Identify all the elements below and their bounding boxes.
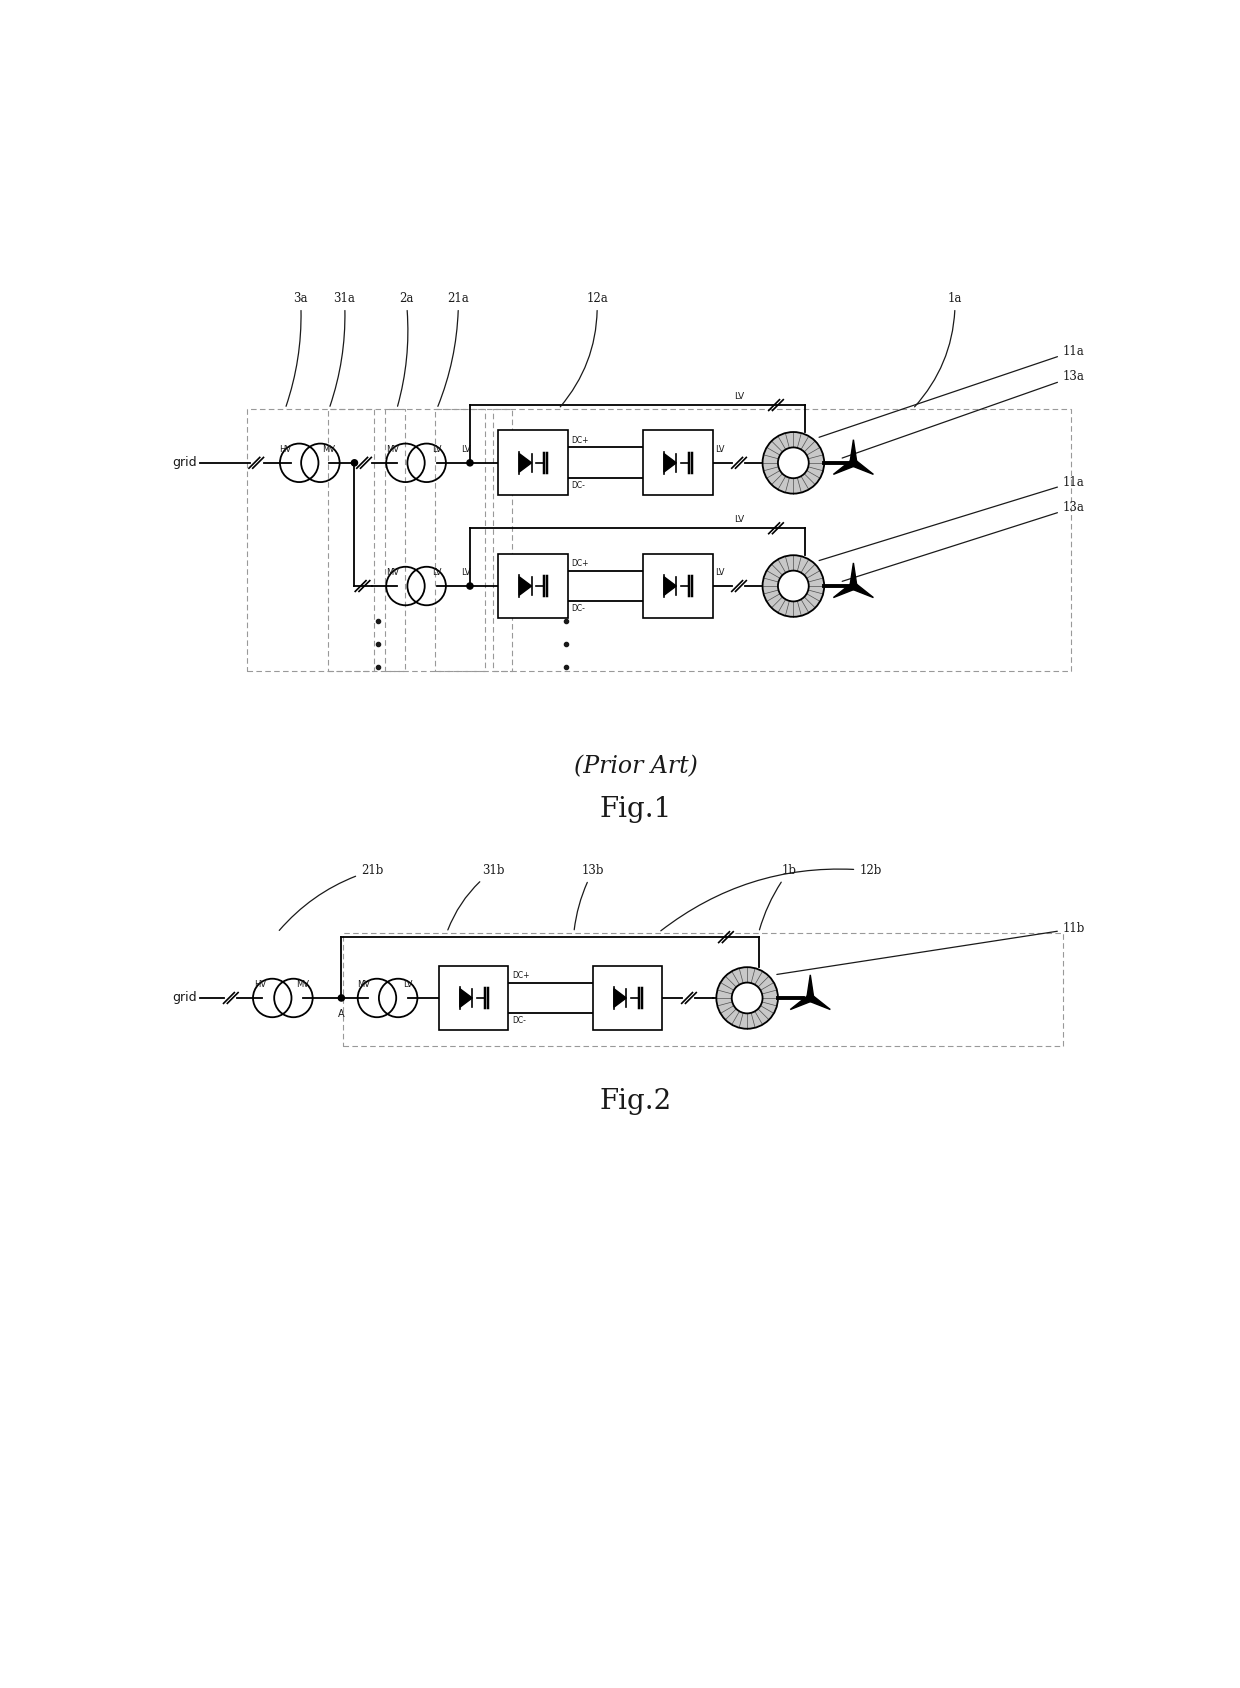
- Text: HV: HV: [279, 444, 291, 454]
- Text: 31a: 31a: [330, 292, 356, 407]
- Circle shape: [777, 447, 808, 478]
- Polygon shape: [460, 989, 472, 1008]
- Circle shape: [807, 994, 813, 1001]
- Circle shape: [339, 994, 345, 1001]
- Text: LV: LV: [734, 515, 744, 525]
- Text: LV: LV: [715, 567, 725, 577]
- Circle shape: [732, 982, 763, 1013]
- Text: 11b: 11b: [776, 922, 1085, 974]
- Circle shape: [763, 555, 825, 616]
- Text: DC+: DC+: [512, 971, 529, 981]
- Text: Fig.1: Fig.1: [599, 795, 672, 822]
- Text: Fig.2: Fig.2: [599, 1089, 672, 1116]
- Text: 12a: 12a: [560, 292, 608, 407]
- Text: 11a: 11a: [820, 344, 1085, 437]
- Polygon shape: [852, 459, 873, 474]
- Polygon shape: [833, 459, 856, 474]
- Text: LV: LV: [734, 392, 744, 402]
- Polygon shape: [807, 976, 813, 998]
- Text: 3a: 3a: [286, 292, 308, 407]
- Circle shape: [763, 432, 825, 493]
- Circle shape: [351, 459, 357, 466]
- Text: LV: LV: [715, 444, 725, 454]
- Bar: [435, 408, 485, 670]
- Text: LV: LV: [403, 979, 413, 989]
- Text: MV: MV: [387, 567, 399, 577]
- Bar: [593, 966, 662, 1030]
- Circle shape: [467, 459, 472, 466]
- Polygon shape: [808, 994, 831, 1009]
- Text: DC-: DC-: [572, 604, 585, 613]
- Circle shape: [717, 967, 777, 1028]
- Circle shape: [777, 571, 808, 601]
- Polygon shape: [614, 989, 626, 1008]
- Bar: [343, 932, 1063, 1045]
- Bar: [644, 554, 713, 618]
- Bar: [498, 554, 568, 618]
- Bar: [498, 430, 568, 495]
- Text: LV: LV: [461, 567, 471, 577]
- Text: 13a: 13a: [842, 370, 1085, 457]
- Text: 12b: 12b: [661, 864, 882, 930]
- Text: MV: MV: [357, 979, 371, 989]
- Polygon shape: [520, 454, 532, 473]
- Polygon shape: [663, 454, 676, 473]
- Text: DC+: DC+: [572, 559, 589, 569]
- Text: 2a: 2a: [398, 292, 413, 407]
- Text: LV: LV: [432, 444, 441, 454]
- Text: 1b: 1b: [759, 864, 797, 930]
- Text: grid: grid: [172, 456, 197, 469]
- Text: DC+: DC+: [572, 436, 589, 446]
- Polygon shape: [790, 994, 812, 1009]
- Polygon shape: [849, 562, 857, 586]
- Text: DC-: DC-: [572, 481, 585, 490]
- Text: 13a: 13a: [842, 501, 1085, 581]
- Bar: [439, 966, 508, 1030]
- Text: 13b: 13b: [574, 864, 604, 930]
- Bar: [386, 408, 512, 670]
- Polygon shape: [520, 577, 532, 596]
- Bar: [644, 430, 713, 495]
- Text: MV: MV: [296, 979, 309, 989]
- Bar: [494, 408, 1070, 670]
- Text: grid: grid: [172, 991, 197, 1004]
- Text: 1a: 1a: [915, 292, 962, 407]
- Text: 21b: 21b: [279, 864, 383, 930]
- Polygon shape: [833, 582, 856, 598]
- Bar: [247, 408, 404, 670]
- Text: 31b: 31b: [448, 864, 505, 930]
- Text: DC-: DC-: [512, 1016, 526, 1025]
- Text: LV: LV: [432, 567, 441, 577]
- Text: 21a: 21a: [438, 292, 469, 407]
- Text: MV: MV: [387, 444, 399, 454]
- Polygon shape: [852, 582, 873, 598]
- Text: LV: LV: [461, 444, 471, 454]
- Bar: [327, 408, 373, 670]
- Text: A: A: [339, 1009, 345, 1020]
- Circle shape: [851, 459, 857, 466]
- Text: 11a: 11a: [820, 476, 1085, 560]
- Text: HV: HV: [254, 979, 265, 989]
- Text: MV: MV: [322, 444, 336, 454]
- Polygon shape: [663, 577, 676, 596]
- Text: (Prior Art): (Prior Art): [574, 756, 697, 778]
- Circle shape: [467, 582, 472, 589]
- Circle shape: [851, 582, 857, 589]
- Polygon shape: [849, 439, 857, 463]
